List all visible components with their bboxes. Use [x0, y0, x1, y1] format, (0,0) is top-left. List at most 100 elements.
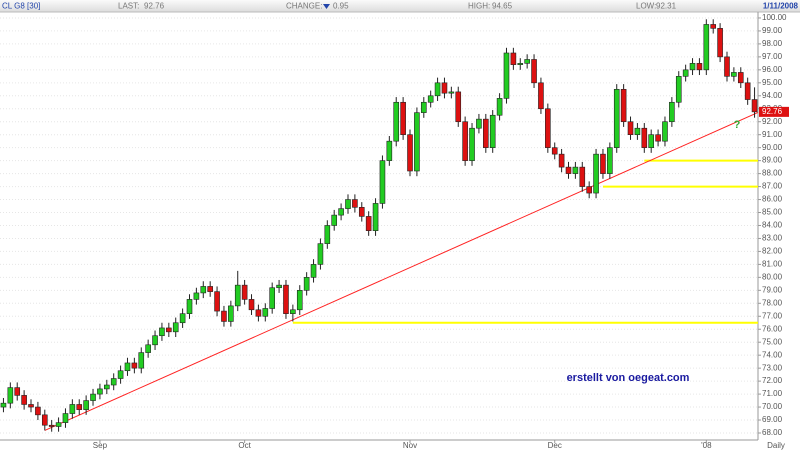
candle-body — [97, 388, 103, 395]
change-value: 0.95 — [333, 2, 349, 11]
candle-body — [186, 299, 193, 314]
y-tick-label: 72.00 — [762, 376, 783, 385]
candle-body — [662, 121, 668, 142]
y-tick-label: 89.00 — [762, 156, 783, 165]
candle-body — [627, 121, 634, 135]
candle-body — [703, 24, 710, 71]
candle-body — [675, 76, 682, 103]
candle-body — [641, 127, 648, 148]
candle-body — [255, 309, 262, 317]
y-tick-label: 100.00 — [762, 13, 787, 22]
candle-body — [28, 404, 34, 408]
candle-body — [600, 153, 606, 174]
candle-body — [483, 118, 489, 148]
candle-body — [607, 147, 613, 174]
y-tick-label: 90.00 — [762, 143, 783, 152]
y-tick-label: 78.00 — [762, 298, 783, 307]
candle-body — [489, 114, 496, 148]
symbol: CL G8 [30] — [2, 2, 40, 11]
candle-body — [448, 91, 455, 94]
candle-body — [586, 186, 592, 194]
candle-body — [496, 98, 503, 116]
candle-body — [290, 309, 296, 314]
candle-body — [648, 134, 654, 148]
candle-body — [352, 199, 358, 208]
candle-body — [565, 166, 572, 174]
header-bar — [0, 0, 800, 12]
candle-body — [269, 287, 275, 309]
x-tick-label: Oct — [238, 441, 251, 450]
y-tick-label: 75.00 — [762, 337, 783, 346]
candle-body — [400, 101, 406, 135]
candle-body — [166, 327, 172, 333]
candle-body — [503, 52, 510, 99]
y-tick-label: 71.00 — [762, 389, 783, 398]
candle-body — [131, 362, 138, 369]
last-label: LAST: — [118, 2, 139, 11]
y-tick-label: 87.00 — [762, 182, 783, 191]
y-tick-label: 70.00 — [762, 402, 783, 411]
candle-body — [469, 127, 475, 161]
candle-body — [241, 284, 248, 300]
candle-body — [262, 308, 269, 317]
candle-body — [744, 82, 751, 100]
candle-body — [689, 63, 696, 71]
candle-body — [200, 286, 207, 294]
y-tick-label: 73.00 — [762, 363, 783, 372]
candle-body — [331, 214, 338, 226]
candle-body — [510, 52, 517, 65]
candle-body — [104, 384, 110, 390]
candle-body — [696, 63, 703, 71]
candle-body — [7, 387, 14, 404]
candle-body — [386, 140, 393, 161]
candle-body — [655, 134, 661, 142]
candle-body — [324, 225, 331, 244]
candle-body — [138, 352, 145, 369]
candle-body — [476, 118, 482, 129]
y-tick-label: 77.00 — [762, 311, 783, 320]
candle-body — [110, 378, 117, 386]
y-tick-label: 91.00 — [762, 130, 783, 139]
interval: Daily — [767, 441, 785, 450]
candle-body — [551, 147, 558, 155]
candle-body — [455, 91, 462, 123]
candle-body — [248, 299, 255, 311]
candle-body — [214, 291, 220, 312]
change-arrow — [323, 4, 330, 9]
candle-body — [41, 414, 48, 426]
annotation-question: ? — [734, 119, 741, 131]
candle-body — [35, 406, 41, 416]
y-tick-label: 92.00 — [762, 117, 783, 126]
candle-body — [228, 305, 234, 322]
y-tick-label: 86.00 — [762, 195, 783, 204]
high-label: HIGH: — [468, 2, 490, 11]
candle-body — [55, 422, 62, 427]
candle-body — [737, 72, 744, 84]
candle-body — [0, 402, 7, 408]
date: 1/11/2008 — [763, 2, 799, 11]
candle-body — [372, 203, 379, 231]
candle-body — [682, 69, 689, 77]
candle-body — [634, 127, 641, 135]
candle-body — [441, 82, 448, 94]
candle-body — [172, 322, 179, 333]
last-price-box — [759, 106, 789, 117]
candle-body — [310, 264, 317, 278]
candle-body — [48, 424, 55, 427]
candle-body — [152, 335, 158, 346]
candle-body — [159, 327, 165, 337]
candle-body — [69, 404, 76, 414]
candle-body — [83, 400, 89, 410]
last-price-label: 92.76 — [762, 107, 783, 116]
candle-body — [579, 166, 586, 187]
candle-body — [517, 63, 524, 65]
candle-body — [379, 160, 386, 204]
candle-body — [296, 290, 303, 311]
x-tick-label: Dec — [548, 441, 562, 450]
y-tick-label: 79.00 — [762, 285, 783, 294]
y-tick-label: 99.00 — [762, 26, 783, 35]
candle-body — [669, 101, 675, 123]
high-value: 94.65 — [492, 2, 513, 11]
